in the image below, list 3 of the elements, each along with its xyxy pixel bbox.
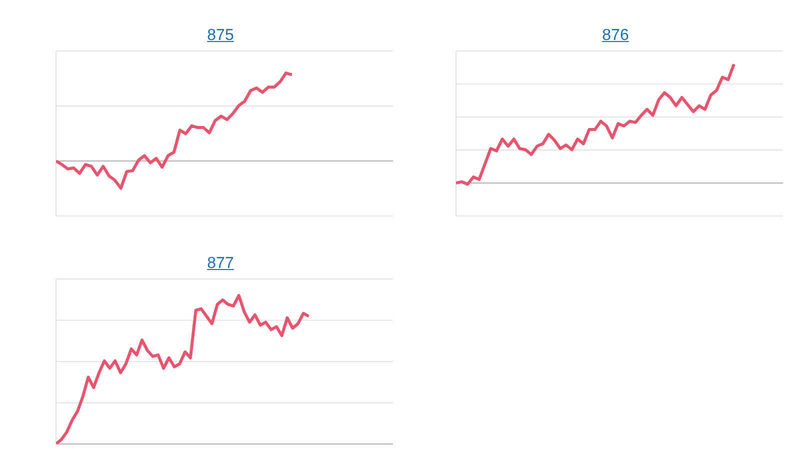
chart-title: 875 — [206, 26, 235, 46]
chart-title: 876 — [601, 26, 630, 46]
chart-title: 877 — [206, 254, 235, 274]
